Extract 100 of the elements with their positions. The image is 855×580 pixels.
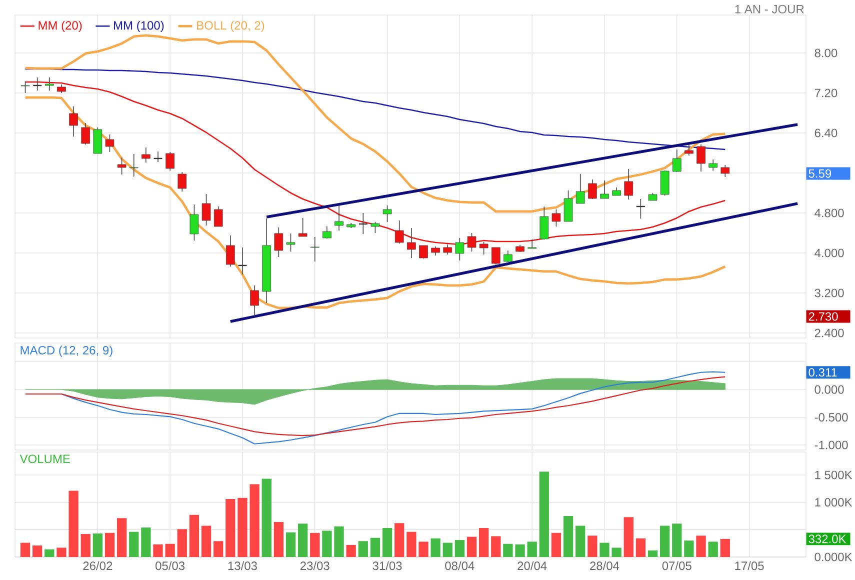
candlestick [166,152,174,171]
candlestick [382,205,392,222]
bar [478,528,489,557]
candlestick [684,144,694,156]
candlestick [20,81,30,94]
bar [551,532,562,557]
candlestick [69,106,78,137]
candlestick [129,154,138,177]
bar [189,514,200,557]
candlestick [298,218,308,237]
candlestick [322,226,332,239]
bar [310,532,320,557]
candlestick [419,245,428,259]
bar [708,542,718,557]
candlestick [624,168,634,200]
bar [624,517,634,557]
x-tick-label: 23/03 [300,561,330,570]
bar [442,542,452,557]
bar [68,490,78,557]
y-tick-label: 8.00 [814,48,838,58]
text: 2.730 [808,312,838,321]
x-tick-label: 20/04 [518,561,547,570]
bar [636,538,646,557]
x-tick-label: 07/05 [662,561,692,570]
candlestick [564,190,573,222]
bar [576,526,586,557]
bar [250,484,260,557]
legend-label: BOLL (20, 2) [197,20,264,32]
candlestick [696,144,706,172]
candlestick [44,77,54,91]
legend-label: MM (20) [38,20,82,32]
chart-title: VOLUME [20,454,70,464]
candlestick [81,122,90,145]
bar [394,523,404,557]
candlestick [552,209,561,227]
y-tick-label: 1 000K [815,498,852,507]
bar [201,526,212,557]
y-tick-label: 6.40 [814,128,838,138]
y-tick-label: 0.000K [814,552,852,562]
candlestick [540,206,549,240]
x-tick-label: 17/05 [735,561,764,570]
bar [298,524,308,557]
candlestick [504,250,512,262]
y-tick-label: 3.200 [814,288,844,298]
bar [720,538,730,557]
y-tick-label: 2.400 [814,328,844,338]
bar [238,498,248,557]
candlestick [672,149,682,172]
bar [346,544,356,557]
bar [334,526,344,557]
y-tick-label: -0.500 [814,413,848,422]
candlestick [708,159,718,171]
bar [44,549,54,557]
bar [286,532,296,557]
candlestick [455,238,464,261]
bar [274,522,284,557]
bar [503,544,513,557]
bar [588,536,598,557]
bar [696,536,706,557]
candlestick [660,170,670,196]
bar [418,542,428,557]
bar [141,527,151,557]
bar [563,516,574,557]
bar [104,532,115,557]
text: 1 AN - JOUR [735,4,804,14]
candlestick [142,147,150,163]
y-tick-label: 4.800 [814,208,844,218]
bar [454,540,465,557]
candlestick [370,222,380,234]
y-tick-label: 0.000 [814,385,844,394]
bar [406,532,416,557]
candlestick [310,236,320,262]
bar [672,524,682,557]
bar [322,530,332,557]
bar [214,541,224,557]
candlestick [431,246,440,256]
candlestick [226,235,235,267]
y-tick-label: 7.20 [814,88,838,98]
bar [466,536,477,557]
candlestick [190,204,199,241]
bar [600,542,610,557]
candlestick [720,164,730,178]
x-tick-label: 28/04 [590,561,620,570]
bar [612,548,622,557]
text: 0.311 [808,368,837,377]
text: 5.59 [808,169,832,178]
candlestick [105,134,114,152]
x-tick-label: 31/03 [372,561,402,570]
bar [382,528,392,557]
candlestick [491,247,500,265]
bar [370,538,380,557]
candlestick [588,179,597,200]
bar [515,544,525,557]
bar [262,478,272,557]
candlestick [202,194,211,226]
candlestick [576,174,585,204]
bar [527,542,537,557]
y-tick-label: 1 500K [815,470,852,480]
candlestick [178,172,187,192]
bar [32,546,42,557]
